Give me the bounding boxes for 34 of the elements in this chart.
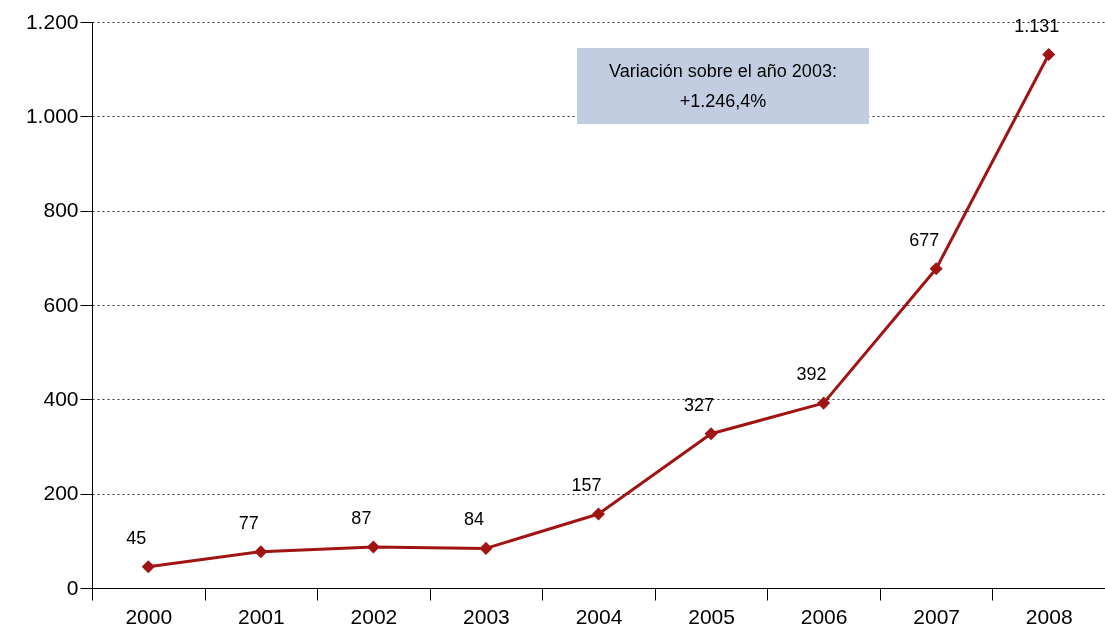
data-label: 392: [796, 364, 827, 385]
x-tick-label: 2006: [800, 604, 848, 628]
x-tick-label: 2002: [350, 604, 398, 628]
point: [141, 560, 155, 574]
point: [929, 262, 943, 276]
y-tick-label: 600: [43, 292, 79, 316]
data-label: 1.131: [1014, 15, 1060, 36]
x-tick-label: 2000: [125, 604, 173, 628]
point: [254, 545, 268, 559]
x-tick-label: 2007: [913, 604, 961, 628]
x-tick-label: 2001: [237, 604, 285, 628]
data-label: 677: [909, 229, 940, 250]
point: [817, 396, 831, 410]
x-tick-label: 2008: [1025, 604, 1073, 628]
point: [366, 540, 380, 554]
data-label: 77: [238, 512, 259, 533]
point: [1042, 48, 1056, 62]
y-tick-label: 800: [43, 198, 79, 222]
x-tick-label: 2004: [575, 604, 623, 628]
point: [479, 541, 493, 555]
point: [591, 507, 606, 521]
data-label: 87: [351, 507, 372, 528]
y-tick-label: 1.000: [25, 103, 79, 127]
x-tick-label: 2005: [688, 604, 735, 628]
x-tick-label: 2003: [463, 604, 510, 628]
data-label: 157: [571, 474, 602, 495]
data-label: 84: [463, 509, 484, 530]
point: [704, 427, 718, 441]
y-tick-label: 400: [43, 386, 79, 410]
y-tick-label: 1.200: [25, 9, 79, 33]
data-label: 327: [684, 394, 715, 415]
data-label: 45: [126, 527, 147, 548]
y-tick-label: 0: [66, 575, 79, 599]
y-tick-label: 200: [43, 481, 79, 505]
